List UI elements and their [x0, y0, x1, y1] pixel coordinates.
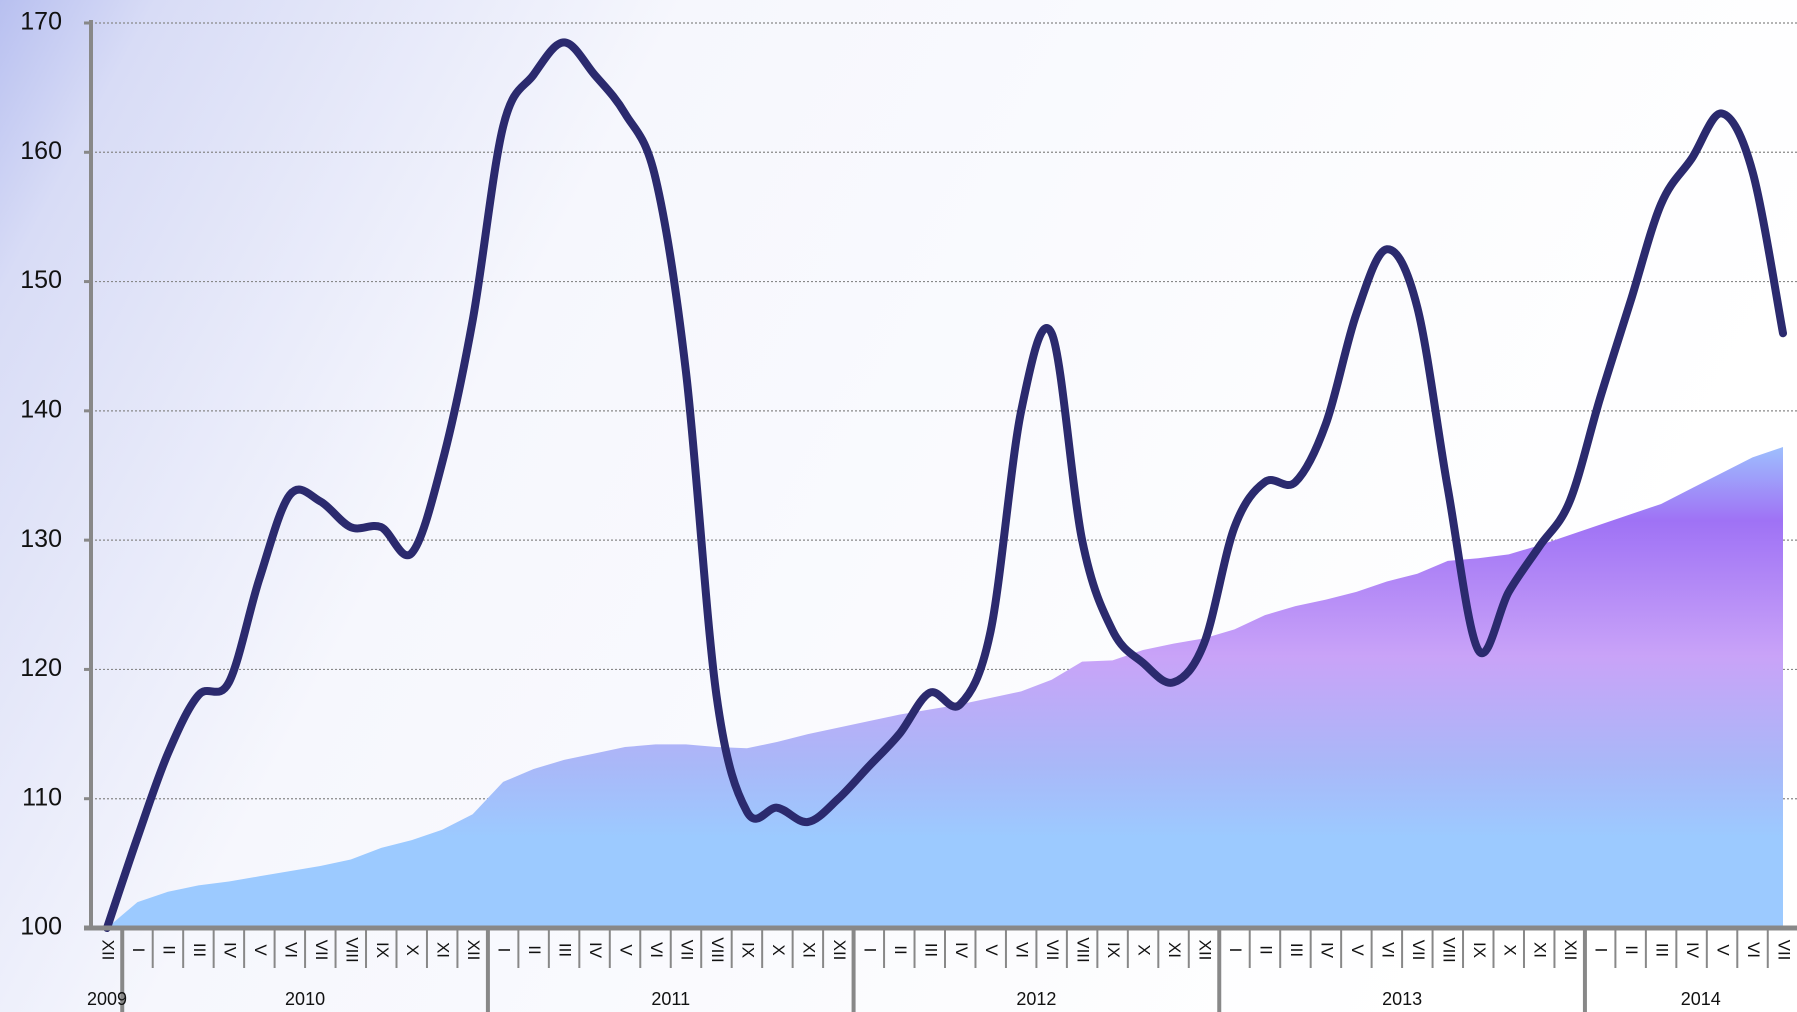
x-tick-label: I — [860, 948, 879, 953]
x-tick-label: XII — [1196, 940, 1215, 961]
year-label: 2012 — [1016, 989, 1056, 1009]
x-tick-label: V — [617, 944, 636, 956]
x-tick-label: X — [1500, 944, 1519, 955]
x-tick-label: IV — [952, 942, 971, 959]
x-tick-label: III — [921, 943, 940, 957]
x-tick-label: V — [1348, 944, 1367, 956]
x-tick-label: III — [1287, 943, 1306, 957]
x-tick-label: IV — [220, 942, 239, 959]
y-tick-label: 100 — [20, 913, 62, 941]
x-tick-label: XII — [830, 940, 849, 961]
y-tick-label: 150 — [20, 266, 62, 294]
x-tick-label: VIII — [342, 937, 361, 963]
x-tick-label: VI — [1013, 942, 1032, 958]
x-tick-label: XI — [799, 942, 818, 958]
x-tick-label: I — [129, 948, 148, 953]
x-tick-label: VI — [1378, 942, 1397, 958]
y-tick-label: 120 — [20, 654, 62, 682]
line — [103, 38, 1787, 932]
year-label: 2013 — [1382, 989, 1422, 1009]
x-tick-label: V — [251, 944, 270, 956]
x-tick-label: V — [982, 944, 1001, 956]
x-tick-label: II — [1622, 945, 1641, 954]
x-tick-label: IX — [1470, 942, 1489, 958]
x-tick-label: VI — [647, 942, 666, 958]
x-tick-label: IX — [738, 942, 757, 958]
y-tick-label: 140 — [20, 395, 62, 423]
y-tick-label: 170 — [20, 8, 62, 36]
year-label: 2009 — [87, 989, 127, 1009]
y-tick-label: 130 — [20, 525, 62, 553]
x-tick-label: III — [556, 943, 575, 957]
x-tick-label: IX — [1104, 942, 1123, 958]
x-tick-label: VII — [312, 940, 331, 961]
x-tick-label: XII — [1561, 940, 1580, 961]
year-label: 2014 — [1681, 989, 1721, 1009]
x-tick-label: X — [403, 944, 422, 955]
x-tick-label: I — [1226, 948, 1245, 953]
x-tick-label: XII — [464, 940, 483, 961]
x-tick-label: V — [1714, 944, 1733, 956]
x-tick-label: II — [1256, 945, 1275, 954]
x-tick-label: VII — [1043, 940, 1062, 961]
area — [107, 447, 1783, 928]
x-tick-label: IV — [1683, 942, 1702, 959]
y-tick-label: 160 — [20, 137, 62, 165]
x-tick-label: IV — [586, 942, 605, 959]
x-tick-label: IX — [373, 942, 392, 958]
x-tick-label: XI — [1531, 942, 1550, 958]
x-tick-label: XII — [99, 940, 118, 961]
year-label: 2010 — [285, 989, 325, 1009]
x-tick-label: III — [1653, 943, 1672, 957]
x-tick-label: VI — [1744, 942, 1763, 958]
year-label: 2011 — [651, 989, 690, 1009]
x-tick-label: IV — [1317, 942, 1336, 959]
x-tick-label: VIII — [708, 937, 727, 963]
x-tick-label: III — [190, 943, 209, 957]
x-tick-label: II — [525, 945, 544, 954]
x-tick-label: II — [159, 945, 178, 954]
x-tick-label: VIII — [1074, 937, 1093, 963]
x-tick-label: VII — [1775, 940, 1794, 961]
x-tick-label: X — [769, 944, 788, 955]
x-tick-label: XI — [434, 942, 453, 958]
x-tick-label: VI — [281, 942, 300, 958]
x-tick-label: VII — [677, 940, 696, 961]
x-tick-label: VIII — [1439, 937, 1458, 963]
x-tick-label: I — [495, 948, 514, 953]
x-tick-label: I — [1592, 948, 1611, 953]
x-tick-label: XI — [1165, 942, 1184, 958]
y-tick-label: 110 — [22, 783, 62, 811]
x-tick-label: X — [1135, 944, 1154, 955]
x-tick-label: II — [891, 945, 910, 954]
x-tick-label: VII — [1409, 940, 1428, 961]
